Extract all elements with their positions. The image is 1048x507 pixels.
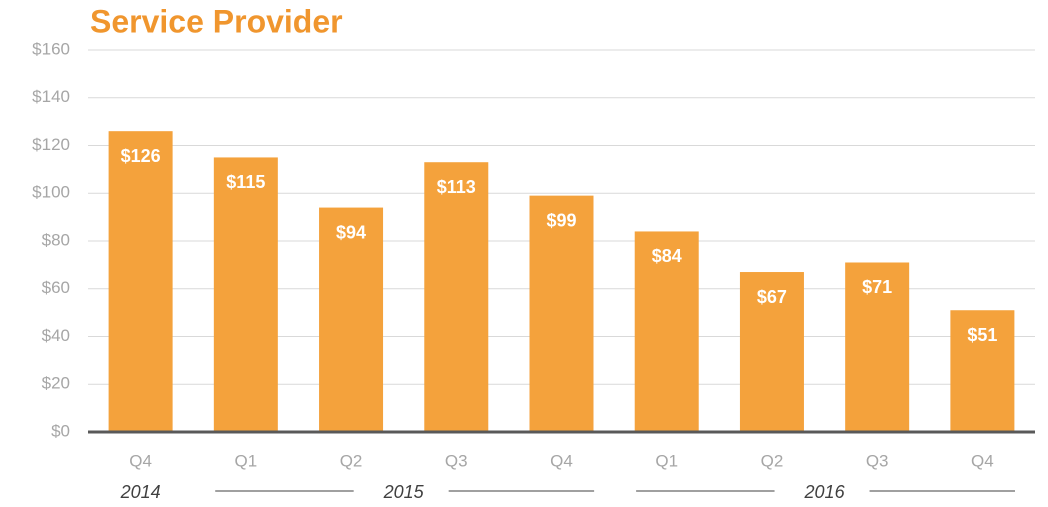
y-tick-label: $100 [32, 183, 70, 202]
x-tick-label: Q2 [340, 451, 363, 470]
year-label: 2016 [804, 482, 846, 502]
bar [319, 207, 384, 432]
value-label: $99 [546, 210, 576, 230]
y-tick-label: $80 [42, 230, 70, 249]
value-label: $126 [121, 146, 161, 166]
y-tick-label: $140 [32, 87, 70, 106]
bar [213, 157, 278, 432]
x-tick-label: Q2 [761, 451, 784, 470]
y-tick-label: $60 [42, 278, 70, 297]
value-label: $94 [336, 222, 366, 242]
value-label: $113 [437, 177, 476, 197]
value-label: $67 [757, 287, 787, 307]
value-label: $51 [967, 325, 997, 345]
y-tick-label: $0 [51, 421, 70, 440]
bar [108, 131, 173, 433]
bar [739, 272, 804, 432]
bar [845, 262, 910, 432]
x-tick-label: Q4 [971, 451, 994, 470]
bar [950, 310, 1015, 432]
value-label: $71 [862, 277, 892, 297]
value-label: $115 [226, 172, 265, 192]
y-tick-label: $20 [42, 374, 70, 393]
y-tick-label: $40 [42, 326, 70, 345]
bar [634, 231, 699, 432]
x-tick-label: Q4 [550, 451, 573, 470]
y-tick-label: $120 [32, 135, 70, 154]
year-label: 2015 [383, 482, 425, 502]
x-tick-label: Q1 [234, 451, 257, 470]
bar [424, 162, 489, 432]
x-tick-label: Q1 [655, 451, 678, 470]
x-tick-label: Q3 [445, 451, 468, 470]
x-tick-label: Q4 [129, 451, 152, 470]
value-label: $84 [652, 246, 682, 266]
y-tick-label: $160 [32, 39, 70, 58]
year-label: 2014 [120, 482, 161, 502]
x-tick-label: Q3 [866, 451, 889, 470]
chart-title: Service Provider [90, 3, 343, 39]
bar [529, 195, 594, 432]
